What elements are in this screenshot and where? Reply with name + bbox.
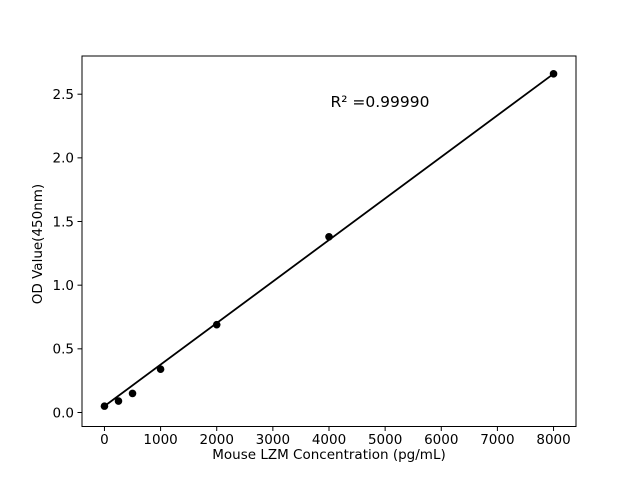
x-tick-label: 4000	[312, 432, 346, 448]
y-tick-label: 2.0	[53, 151, 74, 167]
y-tick-label: 1.0	[53, 278, 74, 294]
y-axis-label: OD Value(450nm)	[30, 183, 46, 305]
r-squared-annotation: R² =0.99990	[330, 93, 430, 111]
x-tick-label: 7000	[480, 432, 514, 448]
y-tick-label: 0.0	[53, 405, 74, 421]
x-tick-label: 3000	[256, 432, 290, 448]
x-tick-label: 8000	[536, 432, 570, 448]
x-tick-label: 5000	[368, 432, 402, 448]
data-point	[325, 232, 333, 241]
y-tick-label: 2.5	[53, 87, 74, 103]
data-point	[128, 389, 137, 398]
x-tick-label: 0	[100, 432, 109, 448]
data-point	[100, 402, 109, 410]
y-tick-label: 1.5	[53, 214, 74, 230]
data-point	[212, 320, 221, 329]
x-axis-label: Mouse LZM Concentration (pg/mL)	[212, 447, 446, 463]
data-point	[114, 397, 123, 405]
x-tick-label: 1000	[143, 432, 177, 448]
x-tick-label: 2000	[200, 432, 234, 448]
x-tick-label: 6000	[424, 432, 458, 448]
data-point	[156, 365, 165, 374]
data-point	[549, 70, 558, 78]
y-tick-label: 0.5	[53, 342, 74, 358]
